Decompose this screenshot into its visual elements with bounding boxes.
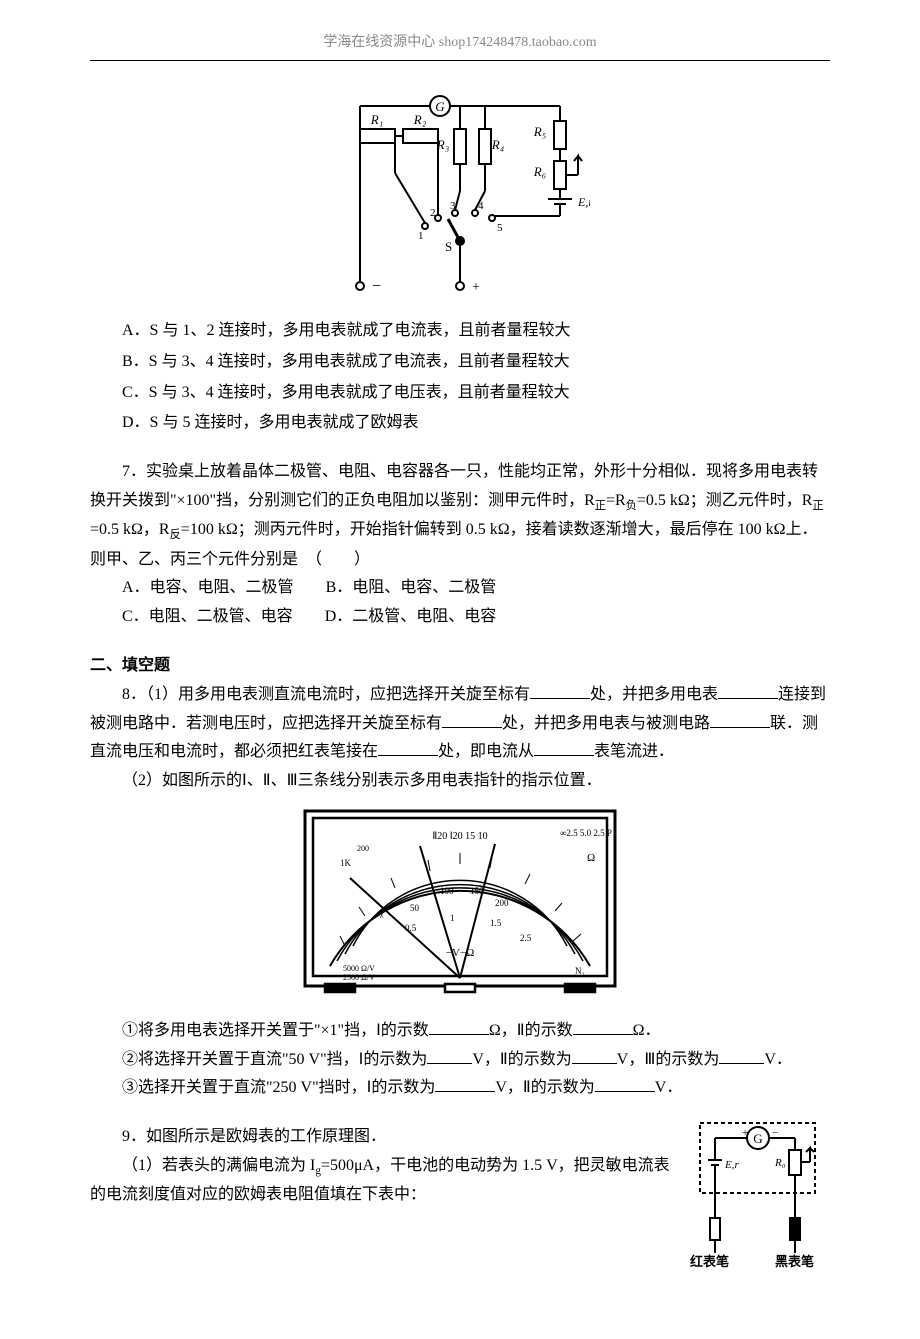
blank-2: [718, 683, 778, 699]
contact-2: 2: [430, 207, 436, 219]
option-c: C．S 与 3、4 连接时，多用电表就成了电压表，且前者量程较大: [122, 379, 830, 408]
blank-s3-2: [595, 1076, 655, 1092]
circuit-svg: G R₁ R₂ − R₃ R₄: [330, 91, 590, 291]
q8-p1f: 处，即电流从: [438, 743, 534, 760]
multimeter-diagram: Ⅱ20 Ⅰ20 15 10 Ω ∞2.5 5.0 2.5 P −V−Ω 5000…: [90, 806, 830, 1007]
svg-text:200: 200: [357, 844, 369, 853]
meter-svg: Ⅱ20 Ⅰ20 15 10 Ω ∞2.5 5.0 2.5 P −V−Ω 5000…: [295, 806, 625, 996]
galvanometer-label: G: [435, 99, 445, 114]
q8-s3a: ③选择开关置于直流"250 V"挡时，Ⅰ的示数为: [122, 1079, 435, 1096]
q8-s3b: V，Ⅱ的示数为: [495, 1079, 594, 1096]
q8-s2d: V．: [764, 1051, 792, 1068]
r5-label: R₅: [533, 124, 546, 139]
svg-text:2.5: 2.5: [520, 933, 532, 943]
q8-s3c: V．: [655, 1079, 683, 1096]
blank-1: [530, 683, 590, 699]
blank-s1-1: [429, 1019, 489, 1035]
q7-text5: =100 kΩ；测丙元件时，开始指针偏转到 0.5 kΩ，接着读数逐渐增大，最后…: [90, 521, 818, 567]
q7-opt-a: A．电容、电阻、二极管: [122, 579, 294, 596]
q8-s2a: ②将选择开关置于直流"50 V"挡，Ⅰ的示数为: [122, 1051, 427, 1068]
q8-sub2: ②将选择开关置于直流"50 V"挡，Ⅰ的示数为 V，Ⅱ的示数为 V，Ⅲ的示数为 V．: [90, 1046, 830, 1075]
r2-label: R₂: [413, 112, 427, 127]
r1-label: R₁: [370, 112, 383, 127]
er-label: E,r: [577, 195, 590, 209]
meter-av-ohm: −V−Ω: [446, 947, 475, 959]
q7-sub3: 正: [812, 500, 823, 512]
option-d: D．S 与 5 连接时，多用电表就成了欧姆表: [122, 409, 830, 438]
q9-p1a: （1）若表头的满偏电流为 I: [122, 1157, 315, 1174]
option-b: B．S 与 3、4 连接时，多用电表就成了电流表，且前者量程较大: [122, 348, 830, 377]
svg-text:100: 100: [440, 886, 454, 896]
q7-opt-b: B．电阻、电容、二极管: [326, 579, 497, 596]
svg-text:χ: χ: [379, 909, 384, 918]
svg-text:∞2.5 5.0 2.5 P: ∞2.5 5.0 2.5 P: [560, 828, 612, 838]
blank-s1-2: [573, 1019, 633, 1035]
question-7: 7．实验桌上放着晶体二极管、电阻、电容器各一只，性能均正常，外形十分相似．现将多…: [90, 458, 830, 574]
meter-ohm: Ω: [587, 852, 595, 864]
question-9: G + − E,r R₀: [90, 1123, 830, 1279]
q8-s2b: V，Ⅱ的示数为: [472, 1051, 571, 1068]
blank-3: [442, 712, 502, 728]
q8-s1c: Ω．: [633, 1022, 661, 1039]
meter-sens5000: 5000 Ω/V: [343, 964, 375, 973]
q6-options: A．S 与 1、2 连接时，多用电表就成了电流表，且前者量程较大 B．S 与 3…: [122, 317, 830, 438]
meter-sens2500: 2500 Ω/V: [343, 973, 375, 982]
ohm-g: G: [753, 1131, 762, 1146]
q8-s2c: V，Ⅲ的示数为: [617, 1051, 720, 1068]
svg-text:0.5: 0.5: [405, 923, 417, 933]
blank-5: [378, 740, 438, 756]
contact-1: 1: [418, 230, 424, 242]
blank-4: [710, 712, 770, 728]
q8-sub1: ①将多用电表选择开关置于"×1"挡，Ⅰ的示数 Ω，Ⅱ的示数 Ω．: [90, 1017, 830, 1046]
q7-text2: =R: [606, 492, 626, 509]
q8-s1b: Ω，Ⅱ的示数: [489, 1022, 573, 1039]
red-probe-label: 红表笔: [690, 1254, 729, 1268]
q7-text4: =0.5 kΩ，R: [90, 521, 170, 538]
ohm-svg: G + − E,r R₀: [680, 1118, 830, 1268]
q7-opt-c: C．电阻、二极管、电容: [122, 608, 293, 625]
q8-p1a: 8．（1）用多用电表测直流电流时，应把选择开关旋至标有: [122, 686, 530, 703]
q7-opt-d: D．二极管、电阻、电容: [325, 608, 497, 625]
svg-text:1: 1: [450, 913, 455, 923]
question-8: 8．（1）用多用电表测直流电流时，应把选择开关旋至标有处，并把多用电表连接到被测…: [90, 681, 830, 767]
q7-sub1: 正: [595, 500, 606, 512]
blank-s2-1: [427, 1048, 472, 1064]
ohm-r0: R₀: [774, 1157, 786, 1169]
blank-s2-3: [719, 1048, 764, 1064]
switch-s: S: [445, 239, 452, 254]
q8-sub3: ③选择开关置于直流"250 V"挡时，Ⅰ的示数为 V，Ⅱ的示数为 V．: [90, 1074, 830, 1103]
black-probe-label: 黑表笔: [775, 1254, 814, 1268]
option-a: A．S 与 1、2 连接时，多用电表就成了电流表，且前者量程较大: [122, 317, 830, 346]
r4-label: R₄: [491, 137, 505, 152]
r6-label: R₆: [533, 164, 546, 179]
q8-p1d: 处，并把多用电表与被测电路: [502, 715, 710, 732]
plus-label: +: [472, 280, 480, 291]
blank-s2-2: [572, 1048, 617, 1064]
q7-sub4: 反: [170, 530, 181, 542]
svg-text:1K: 1K: [340, 858, 352, 868]
blank-s3-1: [435, 1076, 495, 1092]
q7-text3: =0.5 kΩ；测乙元件时，R: [637, 492, 813, 509]
contact-5: 5: [497, 222, 503, 234]
section-2-title: 二、填空题: [90, 652, 830, 681]
svg-text:1.5: 1.5: [490, 918, 502, 928]
ohm-er: E,r: [724, 1159, 739, 1171]
q7-sub2: 负: [626, 500, 637, 512]
q7-options: A．电容、电阻、二极管 B．电阻、电容、二极管 C．电阻、二极管、电容 D．二极…: [122, 574, 830, 632]
q8-p1g: 表笔流进．: [594, 743, 674, 760]
header-divider: [90, 60, 830, 61]
page-header: 学海在线资源中心 shop174248478.taobao.com: [90, 30, 830, 55]
svg-text:N₂: N₂: [575, 966, 585, 976]
svg-text:150: 150: [470, 886, 484, 896]
minus-label: −: [372, 278, 381, 291]
meter-top-numbers: Ⅱ20 Ⅰ20 15 10: [432, 831, 487, 842]
blank-6: [534, 740, 594, 756]
circuit-diagram-q6: G R₁ R₂ − R₃ R₄: [90, 91, 830, 302]
svg-text:50: 50: [410, 903, 420, 913]
svg-text:200: 200: [495, 898, 509, 908]
q8-part2: （2）如图所示的Ⅰ、Ⅱ、Ⅲ三条线分别表示多用电表指针的指示位置．: [90, 767, 830, 796]
q8-p1b: 处，并把多用电表: [590, 686, 718, 703]
ohm-meter-diagram: G + − E,r R₀: [680, 1118, 830, 1279]
q8-s1a: ①将多用电表选择开关置于"×1"挡，Ⅰ的示数: [122, 1022, 429, 1039]
